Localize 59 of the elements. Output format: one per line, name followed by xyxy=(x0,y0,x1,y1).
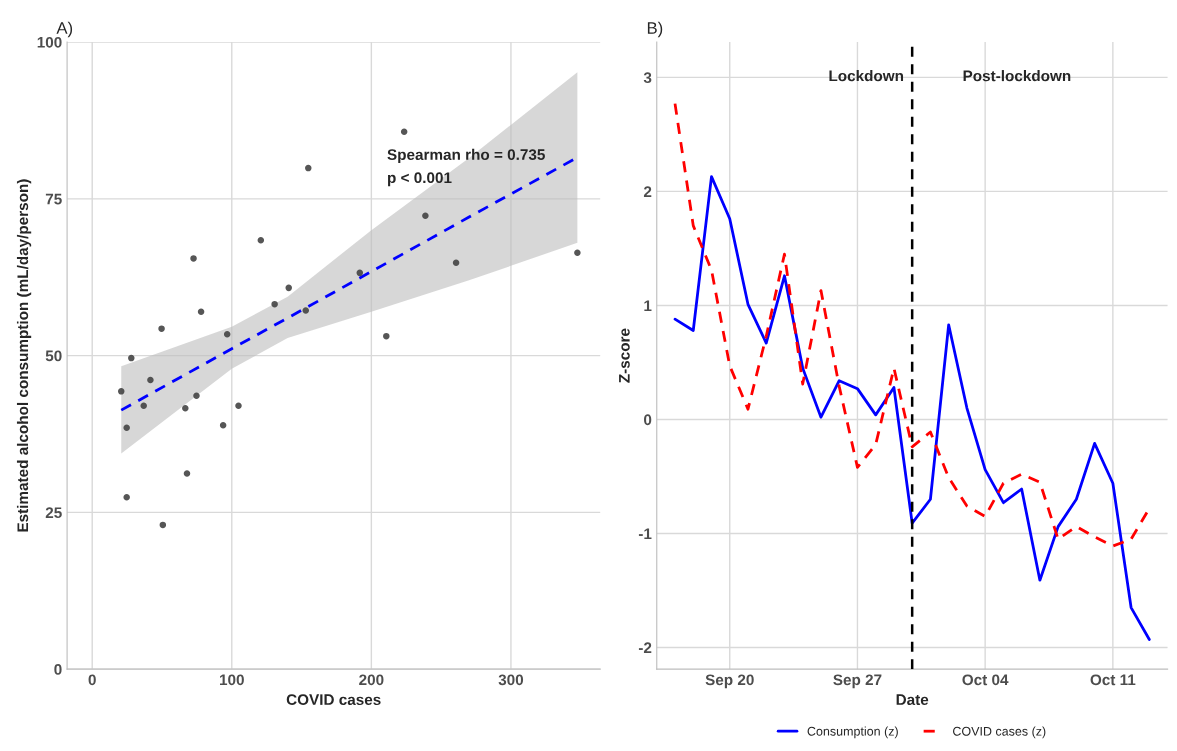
point xyxy=(257,236,265,244)
point xyxy=(140,402,147,410)
point xyxy=(147,376,154,384)
y-tick-label: 100 xyxy=(37,36,62,48)
x-axis-title: Date xyxy=(896,694,929,706)
point xyxy=(302,307,310,314)
point xyxy=(159,521,167,529)
point xyxy=(197,308,205,315)
annotation: Lockdown xyxy=(829,70,904,82)
x-axis-title: COVID cases xyxy=(286,694,381,706)
y-tick-label: 1 xyxy=(644,300,652,311)
point xyxy=(117,388,125,395)
point xyxy=(271,300,278,308)
annotation: Spearman rho = 0.735 p < 0.001 xyxy=(387,148,545,187)
x-tick-label: 200 xyxy=(359,674,384,686)
chart-title: A) xyxy=(56,21,73,38)
y-tick-label: 0 xyxy=(644,414,652,426)
y-axis-title: Z-score xyxy=(619,328,630,383)
point xyxy=(190,255,197,262)
x-tick-label: 300 xyxy=(498,674,524,686)
point xyxy=(219,421,227,429)
point xyxy=(123,424,130,431)
point xyxy=(123,494,130,501)
x-tick-label: Sep 20 xyxy=(705,674,754,689)
point xyxy=(383,332,390,340)
point xyxy=(182,405,189,412)
annotation: Post-lockdown xyxy=(963,70,1071,82)
y-axis-title: Estimated alcohol consumption (mL/day/person) xyxy=(16,179,32,532)
point xyxy=(193,392,200,399)
legend-label: COVID cases (z) xyxy=(953,726,1046,739)
point xyxy=(183,470,191,477)
point xyxy=(400,128,408,135)
line-series xyxy=(673,175,1151,641)
point xyxy=(305,164,312,172)
point xyxy=(422,212,429,220)
point xyxy=(356,269,364,277)
y-tick-label: -1 xyxy=(638,528,652,539)
line-series xyxy=(673,102,1151,548)
x-tick-label: 0 xyxy=(88,674,96,686)
y-tick-label: 75 xyxy=(45,193,62,205)
point xyxy=(574,249,581,257)
point xyxy=(128,354,135,362)
y-tick-label: 25 xyxy=(45,507,62,519)
y-tick-label: 50 xyxy=(45,350,62,362)
y-tick-label: 2 xyxy=(643,186,652,197)
x-tick-label: Oct 04 xyxy=(962,674,1009,686)
y-tick-label: -2 xyxy=(638,642,652,654)
chart-title: B) xyxy=(647,21,663,38)
point xyxy=(235,402,242,410)
point xyxy=(285,284,292,292)
legend-label: Consumption (z) xyxy=(807,726,898,739)
x-tick-label: 100 xyxy=(220,674,244,686)
point xyxy=(223,331,231,338)
x-tick-label: Oct 11 xyxy=(1090,674,1136,686)
point xyxy=(158,325,165,332)
y-tick-label: 0 xyxy=(54,664,62,675)
x-tick-label: Sep 27 xyxy=(833,674,882,689)
y-tick-label: 3 xyxy=(643,72,652,84)
point xyxy=(452,259,460,267)
